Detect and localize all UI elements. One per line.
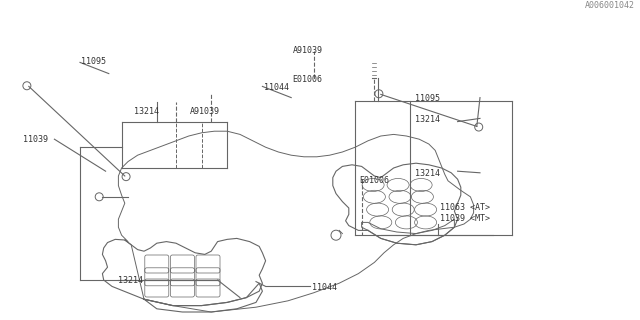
Text: 11039: 11039 bbox=[23, 135, 48, 144]
Text: 13214: 13214 bbox=[415, 115, 440, 124]
Text: 11039 <MT>: 11039 <MT> bbox=[440, 214, 490, 223]
Text: 13214: 13214 bbox=[134, 107, 159, 116]
Text: 11095: 11095 bbox=[81, 57, 106, 66]
Text: E01006: E01006 bbox=[360, 176, 390, 185]
Text: 13214: 13214 bbox=[415, 169, 440, 178]
Text: 11044: 11044 bbox=[312, 284, 337, 292]
Text: A006001042: A006001042 bbox=[585, 1, 635, 10]
Text: 11063 <AT>: 11063 <AT> bbox=[440, 203, 490, 212]
Text: A91039: A91039 bbox=[190, 107, 220, 116]
Text: 11095: 11095 bbox=[415, 94, 440, 103]
Text: 13214: 13214 bbox=[118, 276, 143, 285]
Text: A91039: A91039 bbox=[292, 46, 323, 55]
Text: 11044: 11044 bbox=[264, 83, 289, 92]
Text: E01006: E01006 bbox=[292, 75, 323, 84]
